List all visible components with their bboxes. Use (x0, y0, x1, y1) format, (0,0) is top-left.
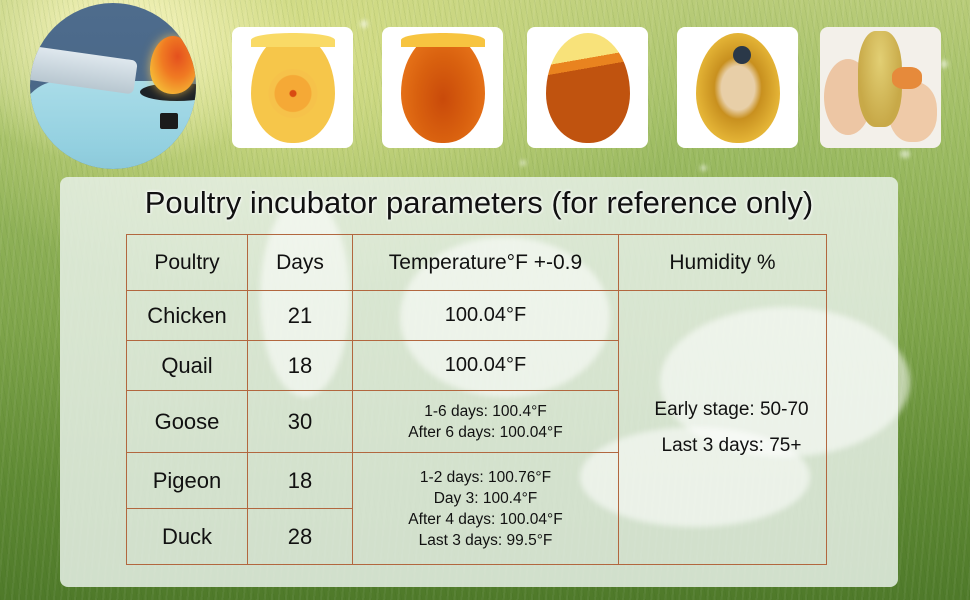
egg-stage-3-image (527, 27, 648, 148)
cell-poultry: Quail (126, 340, 248, 391)
incubator-candling-image (30, 3, 196, 169)
egg-shape (545, 32, 630, 143)
table-row: Quail 18 100.04°F (126, 340, 827, 391)
table-row: Goose 30 1-6 days: 100.4°F After 6 days:… (126, 390, 827, 453)
cell-poultry: Goose (126, 390, 248, 453)
cell-temperature-pigeon-duck: 1-2 days: 100.76°F Day 3: 100.4°F After … (352, 452, 619, 565)
cell-days: 30 (247, 390, 353, 453)
parameters-table: Poultry Days Temperature°F +-0.9 Humidit… (126, 234, 827, 565)
egg-stage-1-image (232, 27, 353, 148)
header-humidity: Humidity % (618, 234, 827, 291)
cell-temperature: 1-6 days: 100.4°F After 6 days: 100.04°F (352, 390, 619, 453)
egg-shape (695, 32, 780, 143)
temp-line: 1-2 days: 100.76°F (419, 468, 552, 486)
cell-poultry: Duck (126, 508, 248, 565)
humidity-last: Last 3 days: 75+ (661, 434, 802, 456)
header-temperature: Temperature°F +-0.9 (352, 234, 619, 291)
cell-days: 18 (247, 452, 353, 509)
cell-days: 28 (247, 508, 353, 565)
bokeh-dot (940, 60, 948, 68)
cell-poultry: Pigeon (126, 452, 248, 509)
candled-egg (150, 36, 196, 94)
temp-line: Day 3: 100.4°F (433, 489, 538, 507)
egg-stage-4-image (677, 27, 798, 148)
egg-stage-2-image (382, 27, 503, 148)
cell-days: 21 (247, 290, 353, 341)
cell-humidity: Early stage: 50-70 Last 3 days: 75+ (618, 290, 827, 565)
header-days: Days (247, 234, 353, 291)
header-poultry: Poultry (126, 234, 248, 291)
bokeh-dot (900, 150, 910, 158)
table-row: Chicken 21 100.04°F Early stage: 50-70 L… (126, 290, 827, 565)
cell-temperature: 100.04°F (352, 340, 619, 391)
power-socket (160, 113, 178, 129)
bokeh-dot (520, 160, 526, 166)
panel-title: Poultry incubator parameters (for refere… (144, 185, 814, 220)
cell-days: 18 (247, 340, 353, 391)
bokeh-dot (700, 165, 707, 171)
temp-line: 1-6 days: 100.4°F (424, 402, 547, 420)
temp-line: After 6 days: 100.04°F (408, 423, 563, 441)
temp-line: Last 3 days: 99.5°F (418, 531, 553, 549)
humidity-early: Early stage: 50-70 (654, 398, 809, 420)
cell-poultry: Chicken (126, 290, 248, 341)
cell-temperature: 100.04°F (352, 290, 619, 341)
table-row: Duck 28 (126, 508, 827, 565)
parameters-panel: Poultry incubator parameters (for refere… (60, 177, 910, 587)
bokeh-dot (360, 20, 368, 28)
egg-shape (250, 32, 335, 143)
temp-line: After 4 days: 100.04°F (408, 510, 563, 528)
membrane (892, 67, 922, 89)
table-row: Pigeon 18 1-2 days: 100.76°F Day 3: 100.… (126, 452, 827, 565)
table-header-row: Poultry Days Temperature°F +-0.9 Humidit… (126, 234, 827, 291)
chick-hatching-image (820, 27, 941, 148)
egg-shape (400, 32, 485, 143)
